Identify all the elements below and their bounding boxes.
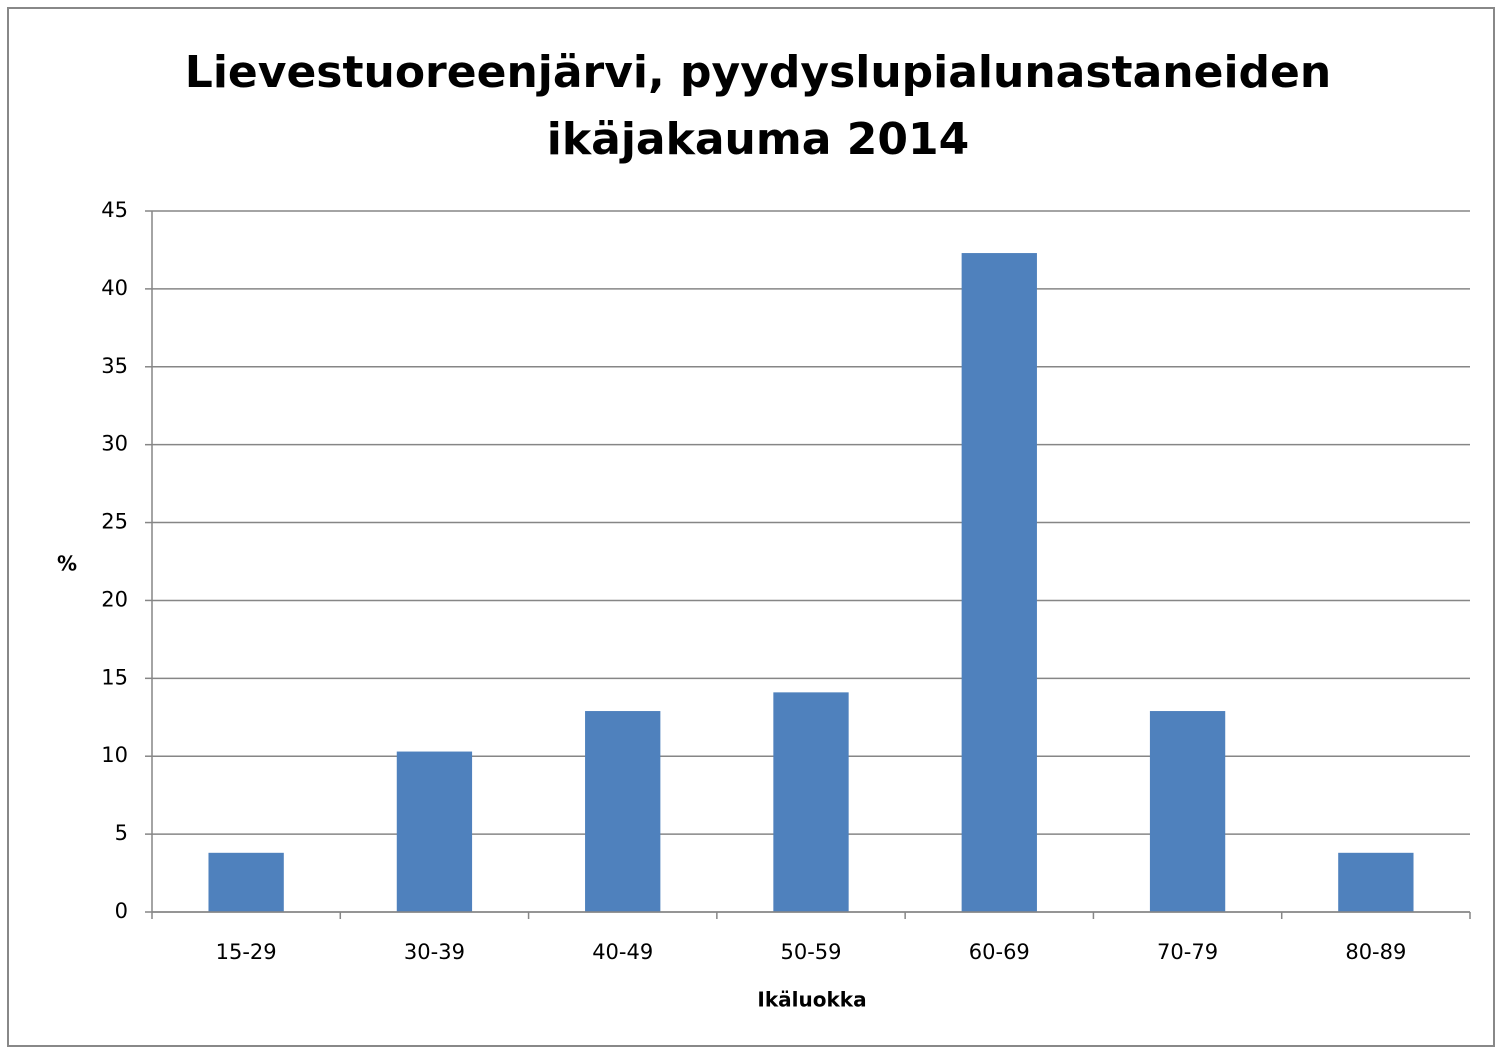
bar: [208, 852, 284, 912]
x-tick-label: 50-59: [780, 940, 841, 964]
bar: [1149, 711, 1226, 912]
bar: [585, 711, 661, 912]
x-axis-label: Ikäluokka: [757, 988, 866, 1012]
y-tick-label: 10: [101, 743, 128, 767]
x-tick-label: 40-49: [592, 940, 653, 964]
x-tick-label: 30-39: [404, 940, 465, 964]
y-tick-label: 40: [101, 276, 128, 300]
y-tick-label: 0: [115, 899, 128, 923]
x-tick-label: 70-79: [1157, 940, 1218, 964]
x-tick-label: 60-69: [969, 940, 1030, 964]
bar: [961, 253, 1037, 912]
y-tick-label: 30: [101, 432, 128, 456]
y-tick-label: 5: [115, 821, 128, 845]
y-tick-label: 45: [101, 198, 128, 222]
x-tick-label: 80-89: [1345, 940, 1406, 964]
bar: [773, 692, 849, 912]
chart-title: ikäjakauma 2014: [547, 114, 969, 165]
y-tick-label: 20: [101, 587, 128, 611]
y-tick-label: 15: [101, 665, 128, 689]
y-tick-label: 25: [101, 510, 128, 534]
bar: [1338, 852, 1414, 912]
bar: [396, 751, 473, 912]
y-tick-label: 35: [101, 354, 128, 378]
x-tick-label: 15-29: [216, 940, 277, 964]
y-axis-label: %: [57, 552, 77, 576]
chart-title: Lievestuoreenjärvi, pyydyslupialunastane…: [185, 47, 1331, 98]
